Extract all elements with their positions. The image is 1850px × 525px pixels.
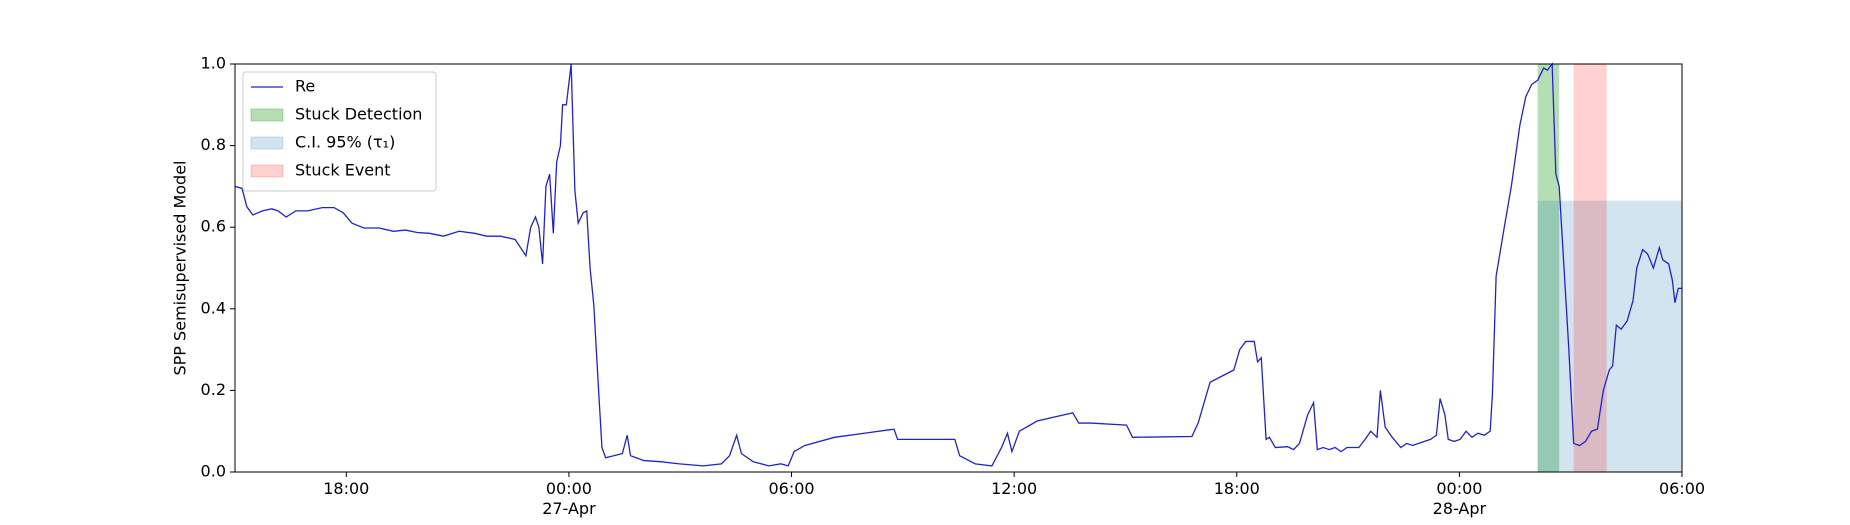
x-tick-label: 06:00 [768,479,814,498]
x-tick-label: 00:00 28-Apr [1433,479,1487,518]
x-tick-label: 12:00 [991,479,1037,498]
legend-swatch [250,108,284,122]
span [1537,64,1560,472]
x-tick-label: 18:00 [323,479,369,498]
y-tick-label: 1.0 [201,54,226,73]
x-tick-label-line: 06:00 [1659,479,1705,498]
x-tick-label: 18:00 [1214,479,1260,498]
span [1573,64,1607,472]
legend-label: Stuck Detection [295,105,422,124]
y-axis-label: SPP Semisupervised Model [171,161,190,376]
legend-swatch [250,164,284,178]
y-tick-label: 0.4 [201,298,226,317]
legend-label: Re [295,77,315,96]
plot-frame [234,63,1683,473]
y-tick-label: 0.2 [201,380,226,399]
x-tick-label-line: 28-Apr [1433,499,1487,518]
x-tick-label-line: 06:00 [768,479,814,498]
span [1537,200,1682,472]
legend-swatch [250,136,284,150]
x-tick-label-line: 12:00 [991,479,1037,498]
y-tick-label: 0.6 [201,217,226,236]
y-tick-label: 0.8 [201,135,226,154]
x-tick-label-line: 18:00 [323,479,369,498]
line [234,62,1682,467]
legend-label: Stuck Event [295,161,391,180]
legend-label: C.I. 95% (τ₁) [295,133,395,152]
x-tick-label-line: 18:00 [1214,479,1260,498]
legend-box [242,71,437,192]
x-tick-label: 06:00 [1659,479,1705,498]
x-tick-label: 00:00 27-Apr [542,479,596,518]
x-tick-label-line: 00:00 [1436,479,1482,498]
y-tick-label: 0.0 [201,462,226,481]
x-tick-label-line: 27-Apr [542,499,596,518]
x-tick-label-line: 00:00 [546,479,592,498]
